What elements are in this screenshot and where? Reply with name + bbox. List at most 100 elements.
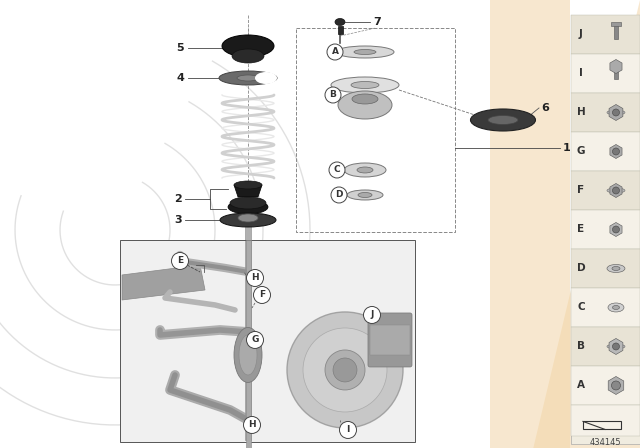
Circle shape bbox=[327, 44, 343, 60]
Circle shape bbox=[172, 253, 189, 270]
Circle shape bbox=[612, 226, 620, 233]
PathPatch shape bbox=[464, 0, 640, 448]
Ellipse shape bbox=[222, 35, 274, 57]
Text: I: I bbox=[579, 69, 583, 78]
Bar bbox=[120, 240, 415, 442]
Bar bbox=[370, 325, 410, 355]
Text: J: J bbox=[371, 310, 374, 319]
Ellipse shape bbox=[607, 344, 625, 349]
Circle shape bbox=[612, 148, 620, 155]
Text: G: G bbox=[252, 336, 259, 345]
Text: D: D bbox=[335, 190, 343, 199]
Bar bbox=[614, 26, 618, 39]
Text: J: J bbox=[579, 30, 583, 39]
Bar bbox=[571, 15, 640, 54]
Polygon shape bbox=[610, 60, 622, 73]
Ellipse shape bbox=[344, 163, 386, 177]
Ellipse shape bbox=[357, 167, 373, 173]
Text: F: F bbox=[577, 185, 584, 195]
Ellipse shape bbox=[338, 91, 392, 119]
Circle shape bbox=[364, 306, 381, 323]
Ellipse shape bbox=[230, 197, 266, 209]
FancyBboxPatch shape bbox=[368, 313, 412, 367]
Text: 6: 6 bbox=[541, 103, 549, 113]
Bar bbox=[246, 240, 251, 448]
Circle shape bbox=[612, 109, 620, 116]
Polygon shape bbox=[122, 265, 205, 300]
Text: H: H bbox=[577, 108, 586, 117]
Ellipse shape bbox=[607, 264, 625, 272]
Text: C: C bbox=[577, 302, 585, 312]
Ellipse shape bbox=[228, 200, 268, 214]
Ellipse shape bbox=[470, 109, 536, 131]
Circle shape bbox=[612, 343, 620, 350]
Polygon shape bbox=[610, 145, 622, 159]
Ellipse shape bbox=[335, 18, 345, 26]
Bar bbox=[571, 15, 640, 444]
Text: F: F bbox=[259, 290, 265, 299]
Text: E: E bbox=[177, 257, 183, 266]
Bar bbox=[571, 93, 640, 132]
Ellipse shape bbox=[488, 116, 518, 125]
Text: H: H bbox=[248, 421, 256, 430]
Ellipse shape bbox=[607, 110, 625, 115]
Text: E: E bbox=[577, 224, 584, 234]
Polygon shape bbox=[610, 184, 622, 198]
Bar bbox=[571, 288, 640, 327]
Bar bbox=[490, 0, 570, 448]
Circle shape bbox=[329, 162, 345, 178]
Circle shape bbox=[333, 358, 357, 382]
Ellipse shape bbox=[354, 49, 376, 55]
Ellipse shape bbox=[219, 71, 277, 85]
Text: G: G bbox=[577, 146, 585, 156]
Polygon shape bbox=[609, 104, 623, 121]
Circle shape bbox=[243, 417, 260, 434]
Ellipse shape bbox=[358, 193, 372, 198]
Text: 3: 3 bbox=[174, 215, 182, 225]
Text: B: B bbox=[577, 341, 585, 352]
Ellipse shape bbox=[352, 94, 378, 104]
Polygon shape bbox=[608, 376, 624, 395]
Ellipse shape bbox=[232, 49, 264, 63]
Ellipse shape bbox=[608, 303, 624, 312]
Text: 434145: 434145 bbox=[589, 438, 621, 447]
Circle shape bbox=[611, 381, 620, 390]
Text: A: A bbox=[577, 380, 585, 391]
Bar bbox=[571, 171, 640, 210]
Ellipse shape bbox=[351, 82, 379, 89]
Text: A: A bbox=[332, 47, 339, 56]
Text: D: D bbox=[577, 263, 586, 273]
Bar bbox=[120, 240, 415, 442]
Text: 4: 4 bbox=[176, 73, 184, 83]
Ellipse shape bbox=[255, 72, 277, 84]
Circle shape bbox=[246, 270, 264, 286]
Bar bbox=[614, 64, 618, 79]
Circle shape bbox=[246, 332, 264, 349]
Circle shape bbox=[253, 286, 271, 303]
Circle shape bbox=[325, 87, 341, 103]
Text: I: I bbox=[346, 426, 349, 435]
Bar bbox=[571, 54, 640, 93]
Bar bbox=[245, 225, 251, 440]
Bar bbox=[571, 210, 640, 249]
Text: H: H bbox=[251, 273, 259, 283]
Circle shape bbox=[339, 422, 356, 439]
Ellipse shape bbox=[234, 327, 262, 383]
Bar bbox=[571, 132, 640, 171]
Text: 2: 2 bbox=[174, 194, 182, 204]
Ellipse shape bbox=[331, 77, 399, 93]
Bar bbox=[571, 249, 640, 288]
Text: 7: 7 bbox=[373, 17, 381, 27]
Circle shape bbox=[612, 187, 620, 194]
Bar bbox=[338, 26, 343, 34]
Text: 5: 5 bbox=[177, 43, 184, 53]
Text: B: B bbox=[330, 90, 337, 99]
Bar bbox=[571, 366, 640, 405]
Bar bbox=[571, 327, 640, 366]
Ellipse shape bbox=[347, 190, 383, 200]
Ellipse shape bbox=[612, 267, 620, 271]
Ellipse shape bbox=[607, 188, 625, 193]
Bar bbox=[571, 405, 640, 436]
Ellipse shape bbox=[234, 181, 262, 189]
Bar bbox=[296, 28, 455, 232]
